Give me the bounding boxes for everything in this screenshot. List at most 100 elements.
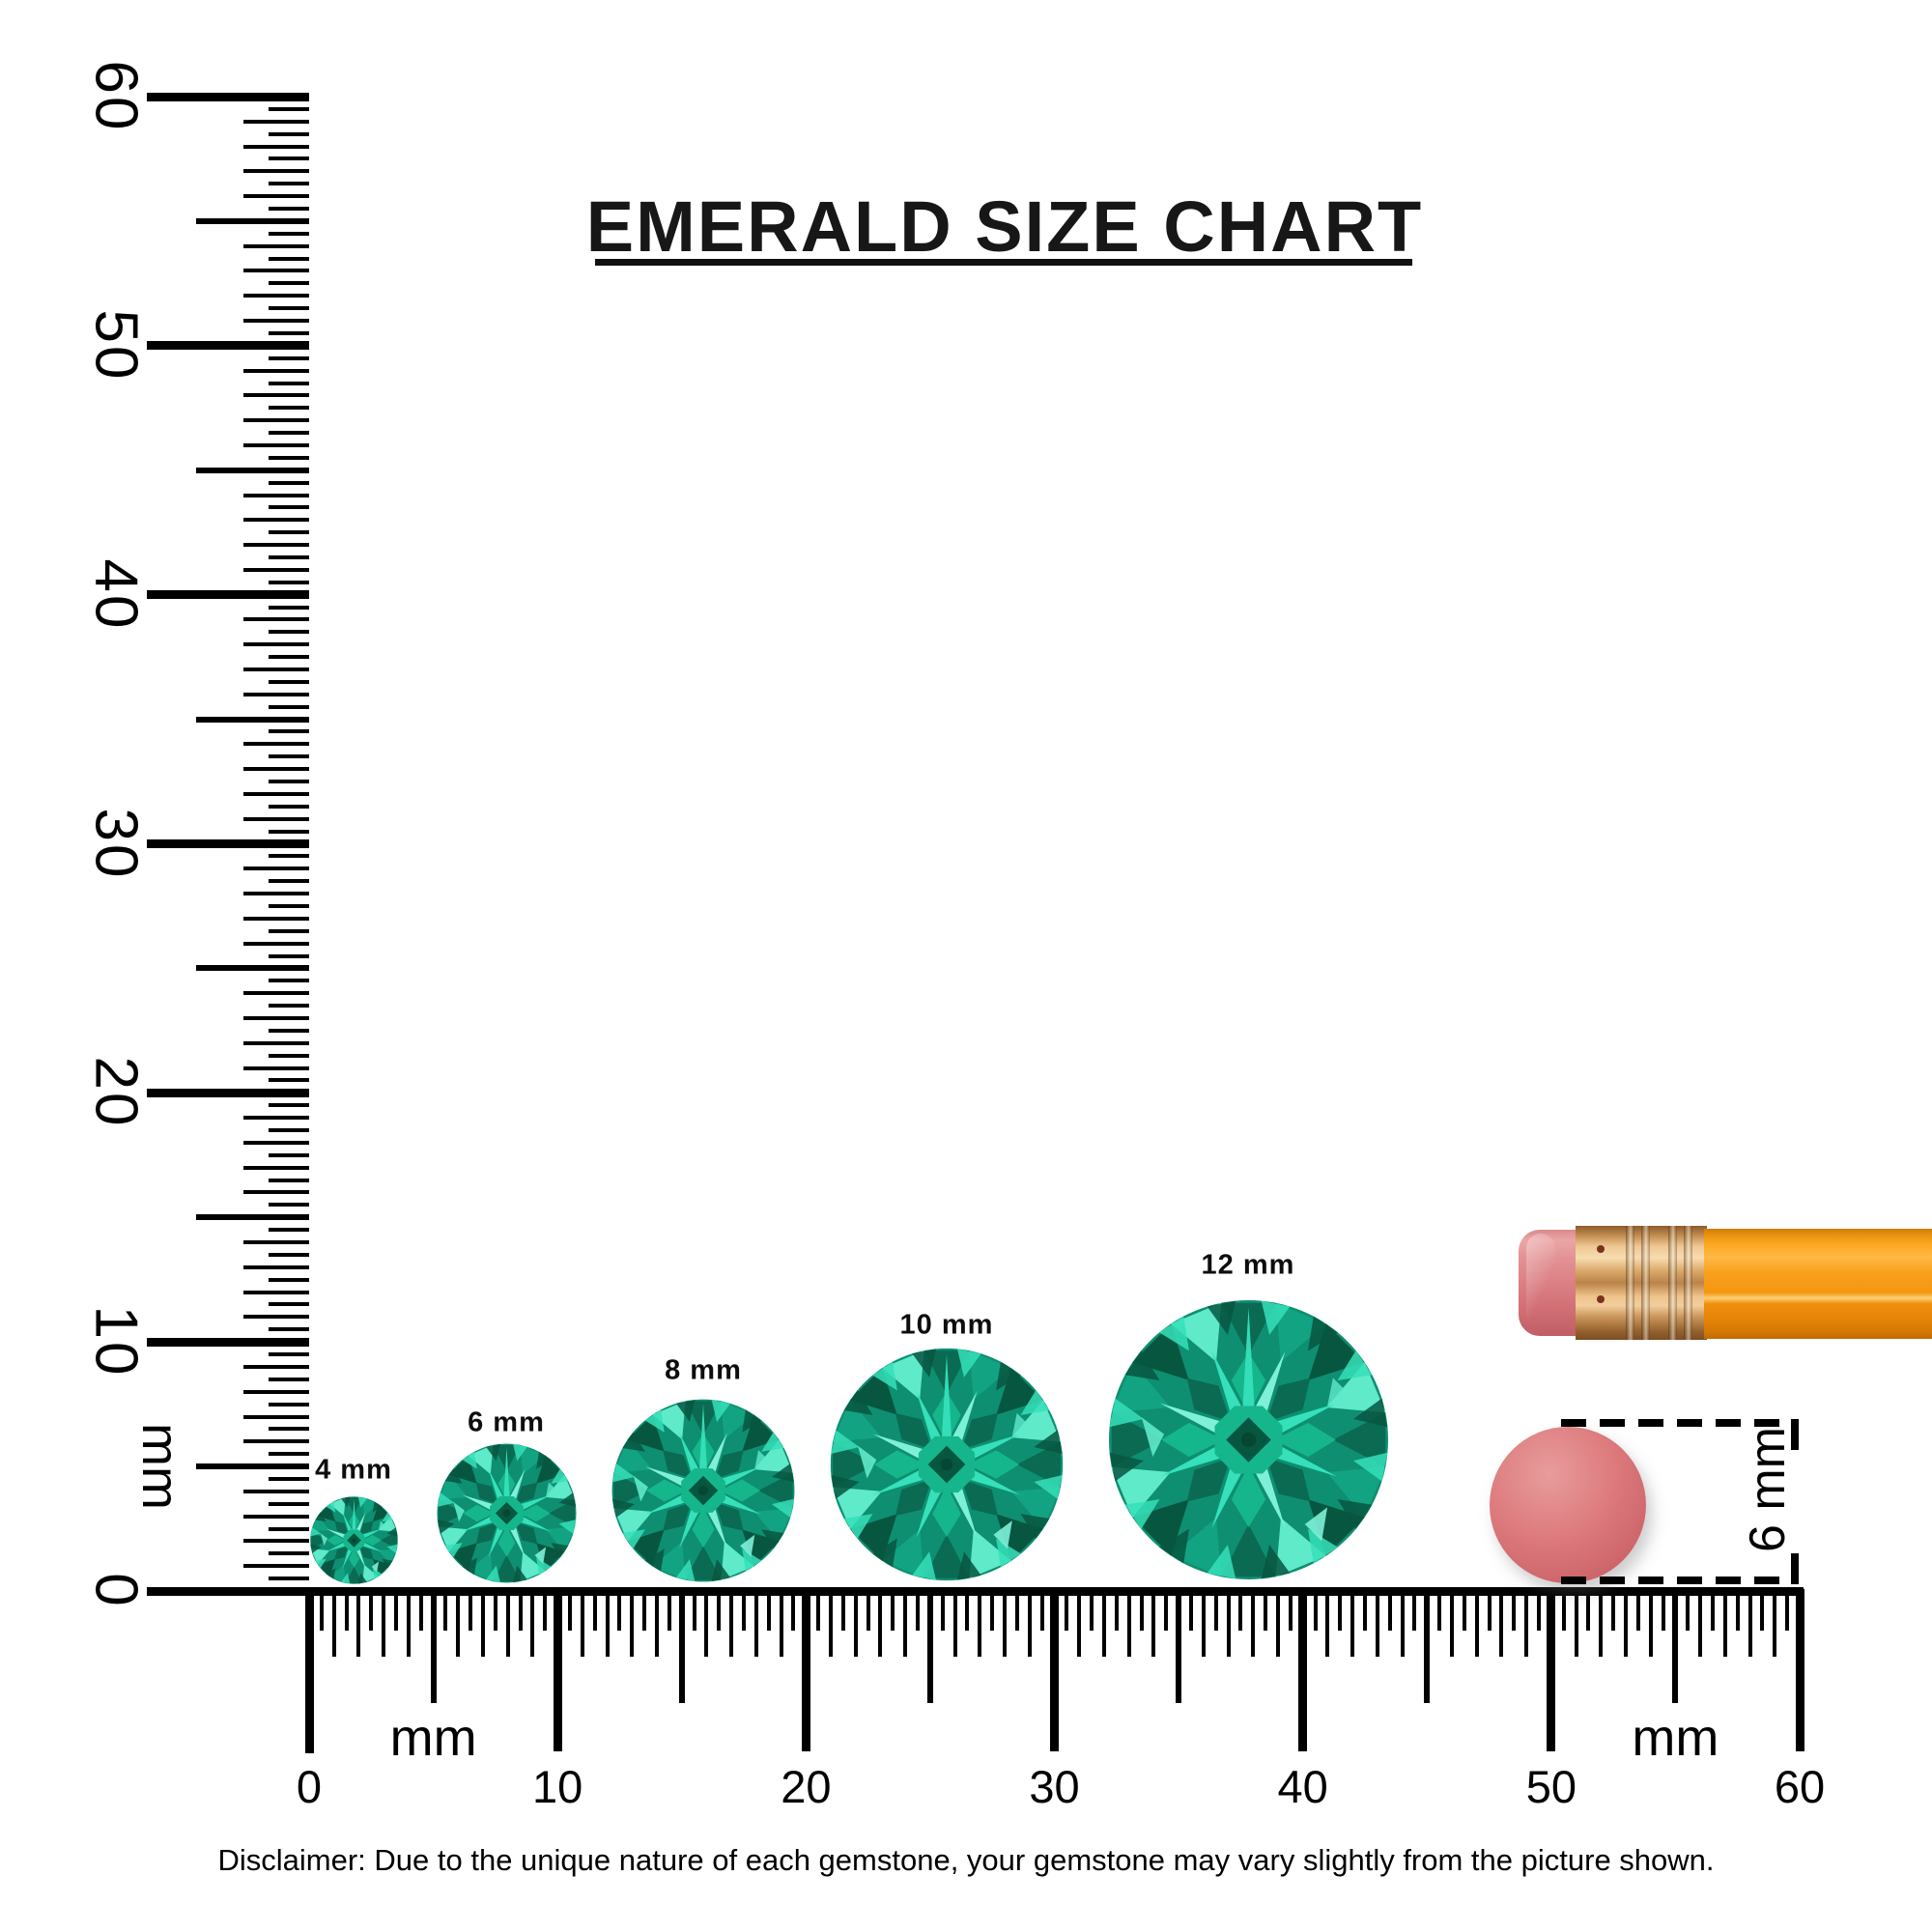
h-ruler-tick — [1065, 1589, 1069, 1631]
v-ruler-number: 30 — [82, 808, 150, 880]
v-ruler-tick — [243, 1065, 309, 1070]
ferrule-ridge — [1626, 1226, 1634, 1340]
h-ruler-tick — [1288, 1589, 1293, 1631]
v-ruler-tick — [243, 1290, 309, 1294]
h-ruler-tick — [1635, 1589, 1640, 1631]
v-ruler-tick — [269, 1327, 309, 1332]
h-ruler-tick — [1462, 1589, 1466, 1631]
v-ruler-tick — [269, 1577, 309, 1581]
v-ruler-tick — [269, 704, 309, 709]
v-ruler-tick — [269, 182, 309, 186]
v-ruler-tick — [243, 916, 309, 921]
h-ruler-tick — [530, 1589, 535, 1657]
h-ruler-tick — [1499, 1589, 1504, 1657]
v-ruler-tick — [269, 207, 309, 212]
v-ruler-tick — [243, 791, 309, 796]
v-ruler-tick — [269, 780, 309, 784]
h-ruler-tick — [779, 1589, 783, 1657]
h-ruler-tick — [1449, 1589, 1454, 1657]
h-ruler-tick — [1238, 1589, 1243, 1631]
h-ruler-tick — [319, 1589, 324, 1631]
h-ruler-tick — [505, 1589, 510, 1657]
v-ruler-tick — [269, 1277, 309, 1282]
v-ruler-tick — [269, 1551, 309, 1556]
v-ruler-unit: mm — [131, 1423, 189, 1511]
v-ruler-tick — [269, 1053, 309, 1058]
v-ruler-tick — [269, 455, 309, 460]
h-ruler-number: 50 — [1525, 1761, 1577, 1812]
v-ruler-tick — [243, 1514, 309, 1519]
h-ruler-tick — [903, 1589, 908, 1657]
v-ruler-tick — [269, 1078, 309, 1083]
v-ruler-tick — [269, 554, 309, 559]
v-ruler-tick — [243, 543, 309, 548]
h-ruler-tick — [1275, 1589, 1280, 1657]
v-ruler-tick — [269, 729, 309, 734]
h-ruler-tick — [1474, 1589, 1479, 1657]
v-ruler-tick — [269, 306, 309, 311]
v-ruler-tick — [269, 480, 309, 485]
v-ruler-tick — [243, 1190, 309, 1195]
h-ruler-tick — [1672, 1589, 1679, 1703]
v-ruler-tick — [269, 1252, 309, 1257]
h-ruler-tick — [1176, 1589, 1182, 1703]
v-ruler-tick — [243, 617, 309, 622]
h-ruler-tick — [1487, 1589, 1492, 1631]
h-ruler-tick — [1226, 1589, 1231, 1657]
v-ruler-tick — [243, 991, 309, 996]
v-ruler-tick — [243, 493, 309, 497]
title-underline — [595, 259, 1412, 266]
h-ruler-tick — [1003, 1589, 1008, 1657]
v-ruler-tick — [147, 590, 309, 600]
v-ruler-tick — [269, 131, 309, 136]
h-ruler-tick — [829, 1589, 834, 1657]
page-title: EMERALD SIZE CHART — [585, 186, 1424, 267]
v-ruler-tick — [269, 630, 309, 635]
v-ruler-tick — [269, 505, 309, 510]
h-ruler-tick — [1027, 1589, 1032, 1657]
pencil-ferrule — [1576, 1226, 1707, 1340]
h-ruler-tick — [1014, 1589, 1019, 1631]
v-ruler-tick — [147, 92, 309, 101]
v-ruler-tick — [243, 742, 309, 747]
v-ruler-tick — [243, 442, 309, 447]
v-ruler-tick — [243, 1140, 309, 1145]
h-ruler-tick — [394, 1589, 398, 1631]
v-ruler-tick — [269, 1152, 309, 1157]
v-ruler-tick — [243, 1315, 309, 1320]
h-ruler-tick — [642, 1589, 647, 1631]
h-ruler-tick — [1760, 1589, 1765, 1631]
dashed-end-top — [1791, 1419, 1799, 1450]
h-ruler-tick — [753, 1589, 758, 1657]
h-ruler-tick — [493, 1589, 497, 1631]
v-ruler-tick — [243, 294, 309, 298]
h-ruler-tick — [356, 1589, 361, 1657]
h-ruler-tick — [1090, 1589, 1094, 1631]
v-ruler-tick — [243, 1040, 309, 1045]
h-ruler-tick — [1698, 1589, 1703, 1657]
h-ruler-number: 20 — [781, 1761, 832, 1812]
v-ruler-tick — [269, 979, 309, 983]
v-ruler-tick — [269, 854, 309, 859]
gem-10mm — [825, 1343, 1068, 1586]
ferrule-crimp-dot — [1597, 1245, 1605, 1253]
h-ruler-tick — [1151, 1589, 1156, 1657]
h-ruler-tick — [382, 1589, 386, 1657]
v-ruler-tick — [243, 816, 309, 821]
gem-size-label: 4 mm — [315, 1454, 392, 1486]
v-ruler-tick — [243, 1116, 309, 1121]
v-ruler-tick — [269, 106, 309, 111]
h-ruler-number: 60 — [1774, 1761, 1826, 1812]
h-ruler-tick — [617, 1589, 622, 1631]
h-ruler-tick — [1077, 1589, 1082, 1657]
h-ruler-tick — [1735, 1589, 1740, 1631]
h-ruler-tick — [469, 1589, 473, 1631]
v-ruler-tick — [243, 1539, 309, 1544]
v-ruler-number: 40 — [82, 558, 150, 632]
ferrule-ridge — [1668, 1226, 1677, 1340]
h-ruler-tick — [729, 1589, 734, 1657]
h-ruler-tick — [543, 1589, 548, 1631]
v-ruler-tick — [269, 1302, 309, 1307]
v-ruler-tick — [269, 256, 309, 261]
v-ruler-tick — [269, 231, 309, 236]
